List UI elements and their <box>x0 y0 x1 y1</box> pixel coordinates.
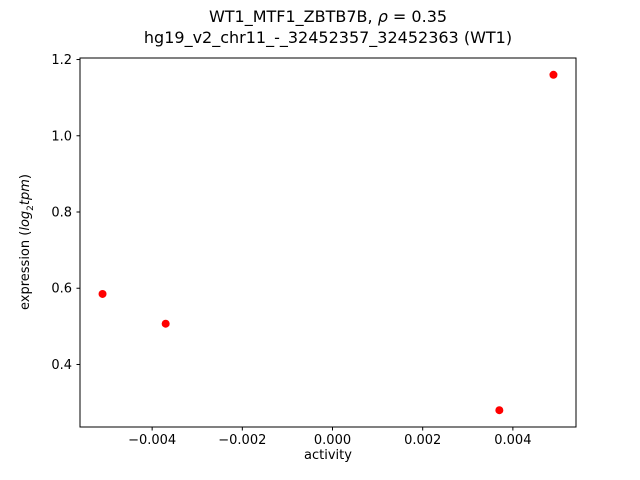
y-tick-label: 0.4 <box>51 358 72 373</box>
y-tick-label: 1.2 <box>51 53 72 68</box>
x-tick-label: −0.004 <box>128 433 176 448</box>
chart-title-line2: hg19_v2_chr11_-_32452357_32452363 (WT1) <box>143 27 513 47</box>
data-point <box>549 70 558 79</box>
y-axis-label: expression (log2tpm) <box>18 174 36 310</box>
x-tick-label: −0.002 <box>218 433 266 448</box>
title-text: WT1_MTF1_ZBTB7B, <box>208 7 378 26</box>
y-tick-label: 0.8 <box>51 206 72 221</box>
data-point <box>161 319 170 328</box>
y-axis-label-subscript: 2 <box>25 205 36 211</box>
x-tick-label: 0.004 <box>494 433 531 448</box>
y-axis-label-log: log <box>18 210 34 231</box>
rho-symbol: ρ <box>377 7 388 26</box>
y-axis-label-close: ) <box>18 174 34 180</box>
x-axis-label: activity <box>304 448 352 463</box>
title-rho-value: = 0.35 <box>387 7 448 26</box>
x-tick-label: 0.002 <box>404 433 441 448</box>
y-tick-label: 1.0 <box>51 129 72 144</box>
chart-title: WT1_MTF1_ZBTB7B, ρ = 0.35 hg19_v2_chr11_… <box>80 7 576 49</box>
y-axis-label-tpm: tpm <box>18 179 34 206</box>
data-point <box>98 289 107 298</box>
x-tick-label: 0.000 <box>314 433 351 448</box>
chart-title-line1: WT1_MTF1_ZBTB7B, ρ = 0.35 <box>80 7 576 28</box>
axes-box <box>79 57 577 428</box>
y-axis-label-text: expression ( <box>18 230 34 310</box>
data-point <box>495 406 504 415</box>
y-tick-label: 0.6 <box>51 282 72 297</box>
